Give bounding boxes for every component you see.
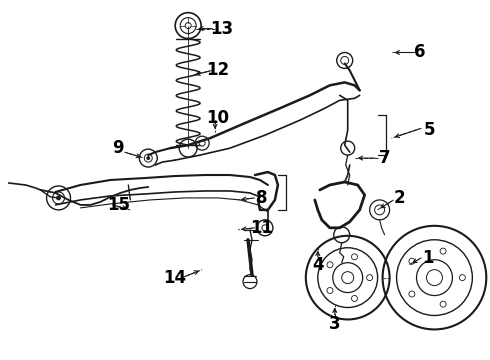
Text: 12: 12	[206, 62, 230, 80]
Text: 6: 6	[414, 44, 425, 62]
Circle shape	[56, 196, 61, 200]
Text: 3: 3	[329, 315, 341, 333]
Text: 5: 5	[424, 121, 435, 139]
Text: 14: 14	[164, 269, 187, 287]
Text: 2: 2	[394, 189, 405, 207]
Text: 9: 9	[113, 139, 124, 157]
Text: 10: 10	[207, 109, 230, 127]
Text: 11: 11	[250, 219, 273, 237]
Circle shape	[147, 157, 150, 159]
Text: 8: 8	[256, 189, 268, 207]
Text: 4: 4	[312, 256, 323, 274]
Text: 7: 7	[379, 149, 391, 167]
Text: 13: 13	[211, 19, 234, 37]
Text: 1: 1	[422, 249, 433, 267]
Text: 15: 15	[107, 196, 130, 214]
